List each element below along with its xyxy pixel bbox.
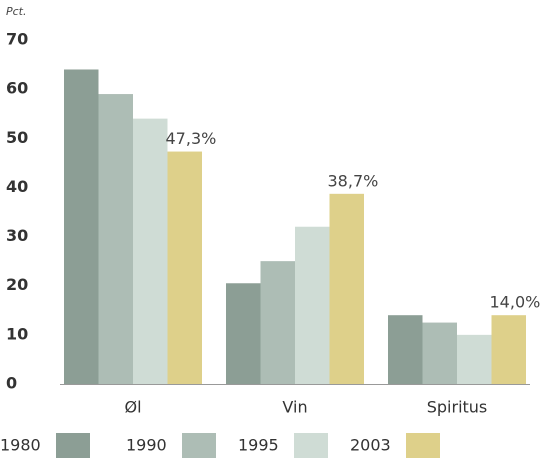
legend-label: 1995	[238, 436, 279, 455]
bar	[260, 261, 295, 384]
y-tick-label: 20	[6, 275, 28, 294]
y-tick-label: 10	[6, 324, 28, 343]
bar	[226, 283, 261, 384]
bar	[98, 94, 133, 385]
data-label: 38,7%	[328, 171, 379, 190]
bar	[295, 226, 330, 384]
bar	[64, 69, 99, 384]
legend-swatch	[294, 433, 328, 458]
y-tick-label: 60	[6, 79, 28, 98]
x-tick-label: Vin	[282, 398, 307, 417]
y-tick-label: 70	[6, 30, 28, 49]
legend-swatch	[406, 433, 440, 458]
y-axis-label: Pct.	[6, 5, 27, 18]
y-tick-label: 50	[6, 128, 28, 147]
bar	[133, 118, 168, 384]
bar	[329, 193, 364, 384]
legend-swatch	[56, 433, 90, 458]
bar	[422, 322, 457, 384]
y-tick-label: 0	[6, 374, 17, 393]
data-label: 14,0%	[490, 293, 541, 312]
x-tick-label: Øl	[124, 398, 141, 417]
bar	[491, 315, 526, 384]
bar	[457, 334, 492, 384]
y-tick-label: 30	[6, 226, 28, 245]
legend-label: 1980	[0, 436, 41, 455]
legend-label: 2003	[350, 436, 391, 455]
y-tick-label: 40	[6, 177, 28, 196]
data-label: 47,3%	[166, 129, 217, 148]
legend-swatch	[182, 433, 216, 458]
bar	[388, 315, 423, 384]
bar	[167, 151, 202, 384]
x-tick-label: Spiritus	[427, 398, 488, 417]
legend-label: 1990	[126, 436, 167, 455]
